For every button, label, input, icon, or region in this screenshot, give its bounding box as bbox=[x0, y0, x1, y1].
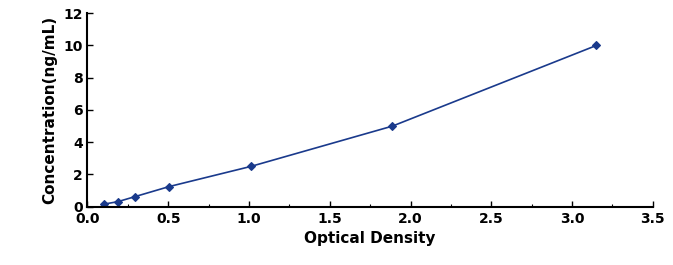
X-axis label: Optical Density: Optical Density bbox=[304, 231, 436, 246]
Y-axis label: Concentration(ng/mL): Concentration(ng/mL) bbox=[42, 16, 58, 204]
